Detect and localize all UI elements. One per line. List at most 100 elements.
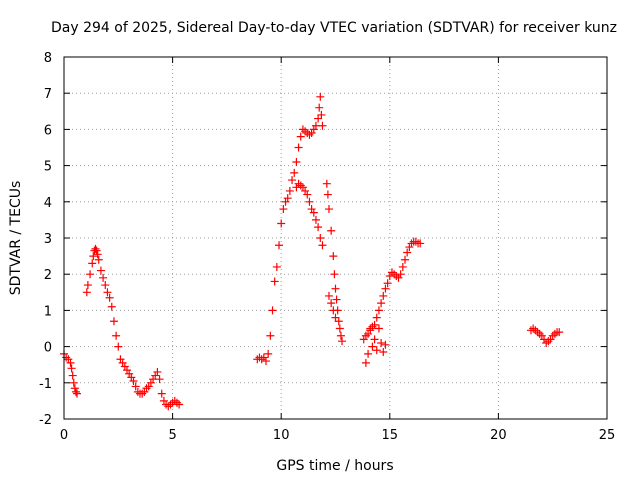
data-point: [159, 396, 168, 405]
data-point: [268, 306, 277, 315]
data-point: [131, 382, 140, 391]
data-point: [542, 338, 551, 347]
data-point: [109, 317, 118, 326]
data-point: [166, 400, 175, 409]
data-point: [292, 157, 301, 166]
data-point: [396, 270, 405, 279]
y-tick-label: 3: [44, 232, 52, 247]
data-point: [157, 389, 166, 398]
data-point: [164, 402, 173, 411]
data-point: [379, 348, 388, 357]
data-point: [175, 400, 184, 409]
data-point: [99, 273, 108, 282]
data-point: [127, 373, 136, 382]
data-point: [93, 250, 102, 259]
data-point: [366, 324, 375, 333]
data-point: [555, 328, 564, 337]
data-point: [531, 326, 540, 335]
data-point: [548, 331, 557, 340]
x-tick-label: 10: [273, 428, 290, 443]
data-point: [405, 243, 414, 252]
data-point: [307, 205, 316, 214]
x-tick-label: 0: [60, 428, 68, 443]
data-point: [401, 255, 410, 264]
data-point: [125, 369, 134, 378]
data-point: [91, 244, 100, 253]
data-point: [71, 387, 80, 396]
data-point: [290, 168, 299, 177]
data-point: [529, 324, 538, 333]
data-point: [144, 382, 153, 391]
x-tick-label: 15: [382, 428, 399, 443]
data-point: [316, 92, 325, 101]
data-point: [544, 337, 553, 346]
data-point: [368, 342, 377, 351]
data-point: [309, 125, 318, 134]
data-point: [283, 194, 292, 203]
data-point: [318, 241, 327, 250]
data-point: [114, 342, 123, 351]
data-point: [138, 389, 147, 398]
data-point: [68, 371, 77, 380]
data-point: [66, 358, 75, 367]
data-point: [322, 179, 331, 188]
plot-frame: [63, 56, 608, 420]
data-point: [364, 349, 373, 358]
data-point: [272, 262, 281, 271]
data-point: [392, 272, 401, 281]
x-tick-label: 25: [599, 428, 616, 443]
data-point: [277, 219, 286, 228]
data-point: [327, 226, 336, 235]
data-point: [170, 396, 179, 405]
data-point: [151, 371, 160, 380]
data-point: [383, 279, 392, 288]
y-axis-label: SDTVAR / TECUs: [8, 181, 24, 296]
data-point: [374, 306, 383, 315]
data-point: [381, 284, 390, 293]
data-point: [88, 259, 97, 268]
data-point: [73, 389, 82, 398]
data-point: [336, 331, 345, 340]
data-point: [377, 299, 386, 308]
data-point: [324, 205, 333, 214]
data-point: [261, 357, 270, 366]
data-point: [387, 268, 396, 277]
y-tick-label: 1: [44, 304, 52, 319]
data-point: [370, 320, 379, 329]
data-point: [311, 215, 320, 224]
data-point: [146, 378, 155, 387]
y-tick-label: 6: [44, 123, 52, 138]
data-point: [155, 375, 164, 384]
data-point: [153, 367, 162, 376]
data-point: [103, 288, 112, 297]
data-point: [323, 190, 332, 199]
data-point: [89, 252, 98, 261]
data-point: [416, 239, 425, 248]
data-point: [142, 384, 151, 393]
data-point: [270, 277, 279, 286]
data-point: [533, 328, 542, 337]
data-point: [120, 362, 129, 371]
data-point: [377, 338, 386, 347]
data-point: [92, 246, 101, 255]
data-point: [62, 353, 71, 362]
data-point: [335, 324, 344, 333]
data-point: [296, 181, 305, 190]
data-point: [294, 143, 303, 152]
y-tick-label: 8: [44, 51, 52, 66]
data-point: [370, 335, 379, 344]
data-point: [301, 127, 310, 136]
data-point: [122, 366, 131, 375]
data-point: [327, 299, 336, 308]
data-point: [82, 288, 91, 297]
y-tick-label: 7: [44, 87, 52, 102]
y-tick-label: 4: [44, 196, 52, 211]
data-point: [305, 197, 314, 206]
data-point: [275, 241, 284, 250]
data-point: [316, 234, 325, 242]
data-point: [70, 384, 79, 393]
data-point: [381, 340, 390, 349]
data-point: [403, 248, 412, 257]
data-point: [550, 329, 559, 338]
data-point: [331, 313, 340, 322]
